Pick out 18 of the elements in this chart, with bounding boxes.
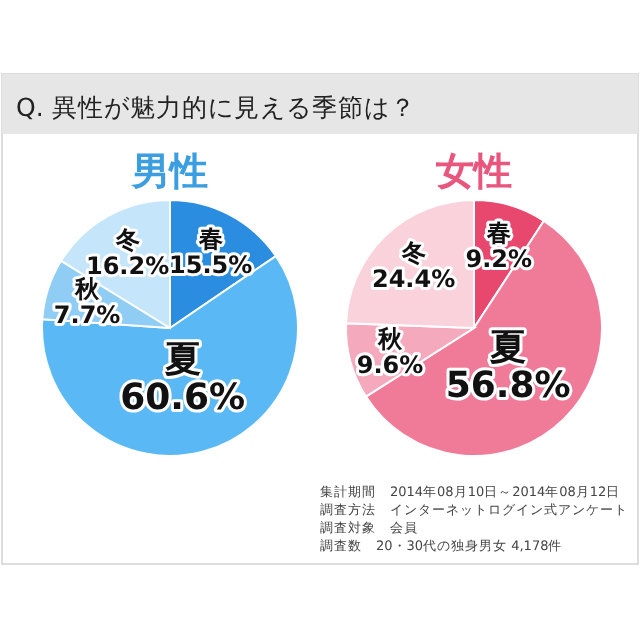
- chart-title: 男性: [130, 150, 208, 194]
- slice-label: 春: [484, 218, 511, 247]
- data-label: 56.8%: [445, 364, 571, 407]
- data-label: 60.6%: [120, 376, 246, 419]
- chart-title: 女性: [434, 150, 512, 194]
- data-label: 15.5%: [169, 251, 253, 280]
- slice-label: 夏: [488, 326, 527, 369]
- slice-label: 冬: [113, 225, 140, 254]
- slice-label: 秋: [73, 275, 102, 304]
- slice-label: 夏: [162, 338, 201, 381]
- data-label: 7.7%: [53, 301, 121, 330]
- data-label: 16.2%: [85, 251, 170, 280]
- text: Q. 異性が魅力的に見える季節は？: [16, 92, 416, 122]
- slice-label: 春: [196, 225, 223, 254]
- data-label: 9.6%: [356, 350, 424, 379]
- slice-label: 冬: [399, 239, 426, 268]
- slice-label: 秋: [375, 324, 404, 353]
- data-label: 24.4%: [371, 265, 456, 294]
